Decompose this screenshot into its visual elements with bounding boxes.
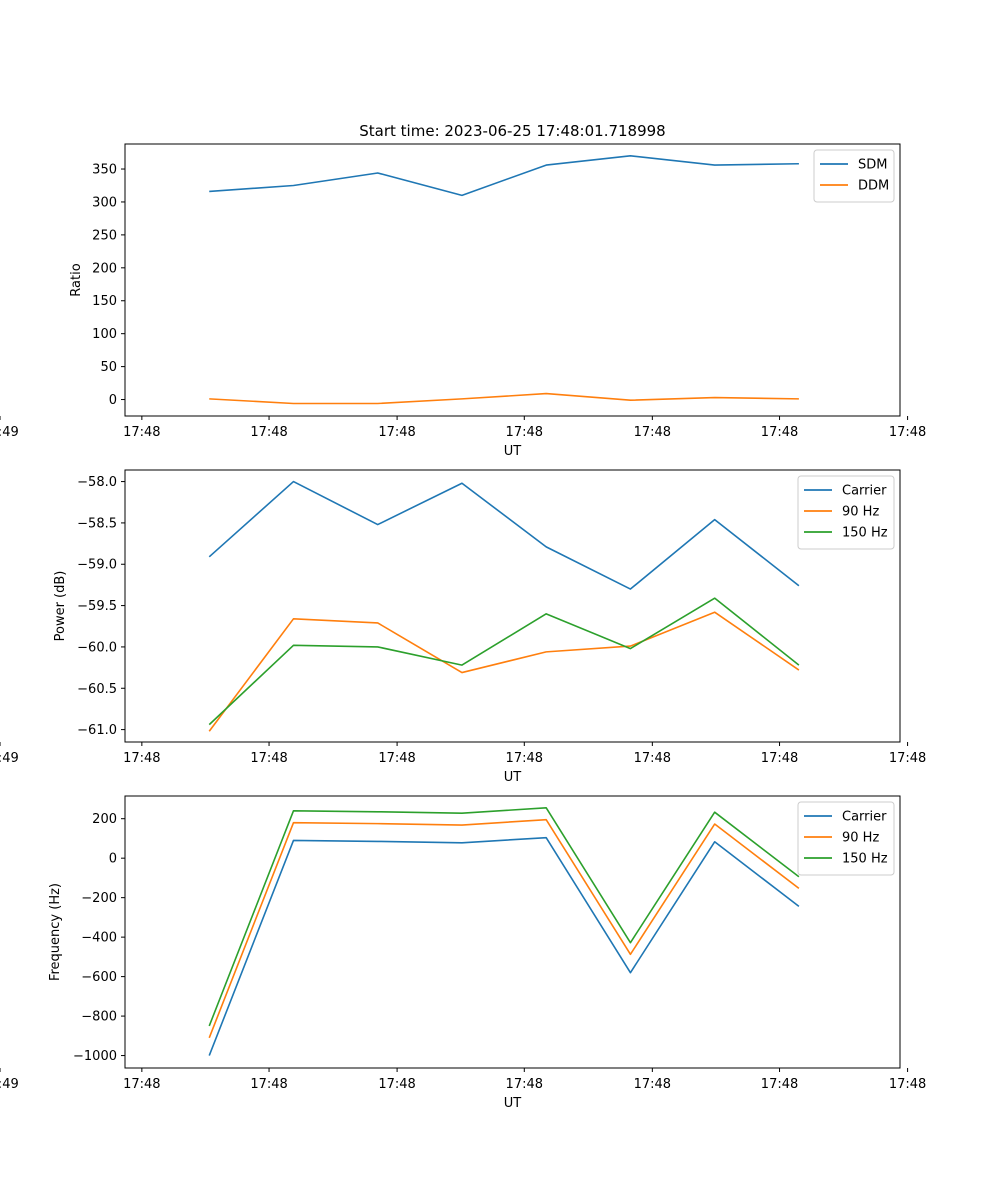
panel-1-y-tick-label: 150 [92,294,117,309]
panel-2-y-tick-label: −61.0 [77,723,117,738]
panel-2-y-tick-label: −58.5 [77,516,117,531]
panel-1-y-tick-label: 100 [92,327,117,342]
panel-2-y-tick-label: −60.5 [77,682,117,697]
panel-3-x-tick-label: 17:48 [889,1077,926,1092]
panel-2-x-tick-label: 17:48 [506,751,543,766]
panel-2-legend-label: Carrier [842,484,887,499]
panel-2-x-axis-label: UT [504,770,522,785]
panel-3-x-tick-label: 17:48 [634,1077,671,1092]
panel-2-legend-label: 150 Hz [842,526,888,541]
panel-2-y-tick-label: −59.0 [77,558,117,573]
panel-1-legend-label: DDM [858,179,889,194]
panel-1-axes-frame [124,143,901,417]
panel-1: 0 50 100 150 200 250 300 350 17:48 17:48 17:48 17:4… [0,143,926,459]
panel-3-legend-label: Carrier [842,810,887,825]
panel-3-legend-label: 150 Hz [842,852,888,867]
panel-2-y-axis-label: Power (dB) [53,571,68,642]
panel-1-x-tick-label: 17:48 [889,425,926,440]
panel-3-x-tick-label: 17:48 [123,1077,160,1092]
panel-3-x-tick-label: 17:48 [250,1077,287,1092]
panel-2-legend-label: 90 Hz [842,505,879,520]
panel-1-x-tick-label: 17:48 [761,425,798,440]
panel-2-x-tick-label: 17:48 [123,751,160,766]
panel-3-y-tick-label: −800 [81,1010,117,1025]
panel-1-series-sdm-line [209,155,799,197]
panel-3-axes-frame [124,795,901,1069]
panel-3-x-tick-label: 17:49 [0,1077,19,1092]
panel-3-x-tick-label: 17:48 [378,1077,415,1092]
panel-3: −1000 −800 −600 −400 −200 0 200 17:48 17:48 17:48… [0,795,926,1111]
panel-1-y-axis-label: Ratio [69,263,84,296]
panel-3-y-tick-label: −1000 [73,1049,117,1064]
panel-1-y-tick-label: 200 [92,261,117,276]
panel-2-legend-box [797,475,895,550]
panel-1-legend: SDM DDM [813,149,895,203]
panel-3-series-90-hz-line [208,818,800,1039]
panel-3-series-150-hz-line [208,807,800,1027]
panel-3-x-tick-label: 17:48 [506,1077,543,1092]
panel-1-x-tick-label: 17:48 [378,425,415,440]
panel-1-x-tick-label: 17:49 [0,425,19,440]
panel-1-x-tick-label: 17:48 [250,425,287,440]
panel-1-y-tick-label: 0 [109,393,117,408]
panel-2-legend: Carrier 90 Hz 150 Hz [797,475,895,550]
panel-1-series-ddm-line [209,392,799,405]
panel-1-y-tick-label: 350 [92,163,117,178]
panel-2-x-tick-label: 17:48 [761,751,798,766]
panel-3-series-carrier-line [208,836,800,1056]
panel-1-legend-box [813,149,895,203]
panel-3-x-tick-label: 17:48 [761,1077,798,1092]
panel-3-y-tick-label: 0 [109,852,117,867]
panel-2-y-tick-label: −60.0 [77,640,117,655]
panel-2-x-tick-label: 17:48 [889,751,926,766]
panel-1-y-tick-label: 250 [92,228,117,243]
panel-2-y-tick-label: −58.0 [77,475,117,490]
panel-1-y-tick-label: 300 [92,195,117,210]
panel-3-y-tick-label: 200 [92,812,117,827]
panel-3-legend-label: 90 Hz [842,831,879,846]
panel-2-x-tick-label: 17:49 [0,751,19,766]
panel-2-series-150-hz-line [208,597,800,726]
panel-2-x-tick-label: 17:48 [378,751,415,766]
panel-1-x-tick-label: 17:48 [506,425,543,440]
panel-3-legend: Carrier 90 Hz 150 Hz [797,801,895,876]
panel-1-y-tick-label: 50 [100,360,117,375]
panel-1-x-tick-label: 17:48 [123,425,160,440]
panel-1-x-tick-label: 17:48 [634,425,671,440]
panel-2-x-tick-label: 17:48 [634,751,671,766]
figure-title: Start time: 2023-06-25 17:48:01.718998 [359,122,665,140]
panel-2-y-tick-label: −59.5 [77,599,117,614]
panel-3-y-axis-label: Frequency (Hz) [48,883,63,981]
panel-3-x-axis-label: UT [504,1096,522,1111]
panel-2-series-90-hz-line [208,611,800,732]
panel-3-y-tick-label: −200 [81,891,117,906]
panel-3-legend-box [797,801,895,876]
panel-3-y-tick-label: −400 [81,931,117,946]
panel-2-x-tick-label: 17:48 [250,751,287,766]
panel-2: −61.0 −60.5 −60.0 −59.5 −59.0 −58.5 −58.0 17:48… [0,469,926,785]
panel-3-y-tick-label: −600 [81,970,117,985]
panel-2-series-carrier-line [208,480,800,590]
panel-1-x-axis-label: UT [504,444,522,459]
panel-1-legend-label: SDM [858,158,887,173]
